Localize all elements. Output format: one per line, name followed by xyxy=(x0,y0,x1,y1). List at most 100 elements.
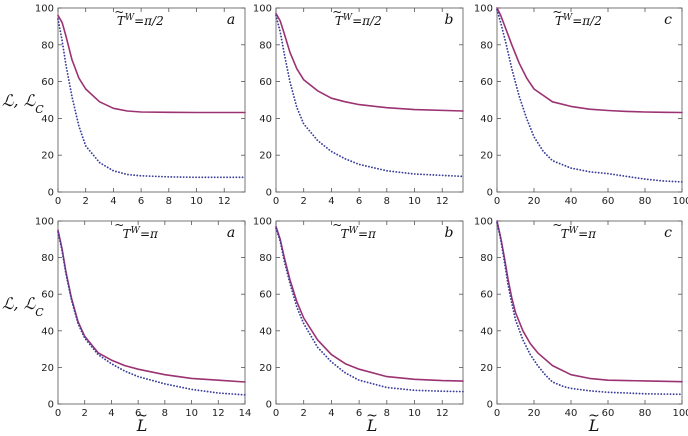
x-tick-label: 0 xyxy=(273,196,279,207)
x-tick-label: 100 xyxy=(672,408,688,419)
x-tick-label: 8 xyxy=(384,196,390,207)
y-tick-label: 20 xyxy=(259,363,272,374)
x-tick-label: 20 xyxy=(528,408,541,419)
y-tick-label: 40 xyxy=(41,326,54,337)
y-tick-label: 60 xyxy=(41,290,54,301)
series-dotted-line xyxy=(496,221,683,396)
y-tick-label: 0 xyxy=(266,400,272,411)
x-tick-label: 4 xyxy=(110,196,116,207)
x-tick-label: 4 xyxy=(328,196,334,207)
x-tick-label: 40 xyxy=(565,408,578,419)
panel-letter: b xyxy=(445,225,454,241)
panel-annotation-tilde: ~ xyxy=(114,218,124,232)
x-tick-label: 10 xyxy=(185,408,198,419)
plot-frame xyxy=(496,220,683,405)
y-tick-label: 20 xyxy=(480,363,493,374)
panel-letter: b xyxy=(445,12,454,28)
x-axis-label-col3-tilde: ~ xyxy=(588,408,600,424)
chart-panel-4: 0 2 4 6 8 10 12 14 0 20 40 60 80 100 TW=π~ a xyxy=(35,217,251,420)
x-tick-label: 14 xyxy=(239,408,252,419)
x-axis-label-col3: L xyxy=(588,416,600,435)
y-tick-label: 40 xyxy=(259,326,272,337)
x-tick-label: 0 xyxy=(494,196,500,207)
y-tick-label: 20 xyxy=(41,363,54,374)
series-solid-line xyxy=(496,220,683,383)
y-tick-label: 60 xyxy=(41,77,54,88)
series-dotted-line xyxy=(57,231,246,396)
panel-annotation-tilde: ~ xyxy=(552,218,562,232)
x-tick-label: 8 xyxy=(384,408,390,419)
y-tick-label: 80 xyxy=(259,40,272,51)
y-tick-label: 20 xyxy=(259,151,272,162)
series-dotted-line xyxy=(275,227,464,393)
y-tick-label: 100 xyxy=(253,217,272,228)
chart-panel-6: 0 20 40 60 80 100 0 20 40 60 80 100 TW=π~ c xyxy=(474,217,688,420)
y-tick-label: 80 xyxy=(41,253,54,264)
y-tick-label: 80 xyxy=(41,40,54,51)
series-dotted-line xyxy=(57,18,246,179)
x-tick-label: 80 xyxy=(639,408,652,419)
panel-annotation-tilde: ~ xyxy=(332,218,342,232)
y-tick-label: 60 xyxy=(480,290,493,301)
series-solid-line xyxy=(275,12,464,112)
x-tick-label: 8 xyxy=(162,408,168,419)
x-tick-label: 10 xyxy=(408,408,421,419)
panel-annotation: TW=π/2 xyxy=(117,13,164,28)
x-tick-label: 4 xyxy=(328,408,334,419)
x-axis-label-col2: L xyxy=(366,416,378,435)
x-tick-label: 6 xyxy=(138,196,144,207)
x-tick-label: 20 xyxy=(528,196,541,207)
series-dotted-line xyxy=(496,8,683,183)
x-axis-label-col1: L xyxy=(136,416,148,435)
y-tick-label: 20 xyxy=(480,151,493,162)
x-tick-label: 80 xyxy=(639,196,652,207)
panel-annotation: TW=π/2 xyxy=(335,13,382,28)
x-tick-label: 6 xyxy=(135,408,141,419)
panel-annotation: TW=π xyxy=(123,226,159,241)
plot-frame xyxy=(496,7,683,193)
x-tick-label: 0 xyxy=(494,408,500,419)
panel-annotation-tilde: ~ xyxy=(552,5,562,19)
y-tick-label: 0 xyxy=(266,188,272,199)
panel-annotation: TW=π xyxy=(561,226,597,241)
chart-panel-3: 0 20 40 60 80 100 0 20 40 60 80 100 TW=π/2~ c xyxy=(474,4,688,208)
plot-frame xyxy=(57,220,246,405)
x-tick-label: 40 xyxy=(565,196,578,207)
x-tick-label: 60 xyxy=(602,196,615,207)
panel-annotation-tilde: ~ xyxy=(114,5,124,19)
y-tick-label: 60 xyxy=(259,290,272,301)
y-tick-label: 100 xyxy=(474,4,493,15)
y-tick-label: 100 xyxy=(35,217,54,228)
plot-frame xyxy=(57,7,246,193)
panel-annotation: TW=π xyxy=(341,226,377,241)
panel-annotation: TW=π/2 xyxy=(555,13,602,28)
x-tick-label: 2 xyxy=(301,408,307,419)
x-tick-label: 12 xyxy=(218,196,231,207)
x-tick-label: 12 xyxy=(212,408,225,419)
y-tick-label: 60 xyxy=(480,77,493,88)
x-tick-label: 0 xyxy=(273,408,279,419)
y-tick-label: 80 xyxy=(480,253,493,264)
x-tick-label: 10 xyxy=(190,196,203,207)
x-tick-label: 2 xyxy=(83,196,89,207)
y-axis-label-top: ℒ, ℒC xyxy=(2,91,44,116)
x-tick-label: 12 xyxy=(436,196,449,207)
series-solid-line xyxy=(496,7,683,114)
y-tick-label: 40 xyxy=(259,114,272,125)
panel-letter: c xyxy=(664,12,672,28)
x-tick-label: 0 xyxy=(55,196,61,207)
series-solid-line xyxy=(57,229,246,383)
x-tick-label: 2 xyxy=(82,408,88,419)
y-tick-label: 0 xyxy=(487,188,493,199)
x-tick-label: 60 xyxy=(602,408,615,419)
x-tick-label: 100 xyxy=(672,196,688,207)
x-tick-label: 6 xyxy=(356,408,362,419)
x-tick-label: 6 xyxy=(356,196,362,207)
panel-letter: a xyxy=(227,12,235,28)
y-tick-label: 100 xyxy=(35,4,54,15)
x-axis-label-col2-tilde: ~ xyxy=(366,408,378,424)
y-tick-label: 80 xyxy=(259,253,272,264)
y-tick-label: 0 xyxy=(48,400,54,411)
